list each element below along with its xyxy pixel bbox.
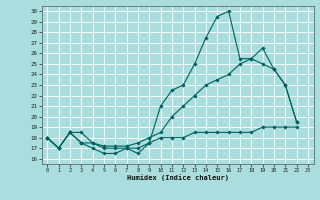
X-axis label: Humidex (Indice chaleur): Humidex (Indice chaleur) bbox=[127, 175, 228, 181]
